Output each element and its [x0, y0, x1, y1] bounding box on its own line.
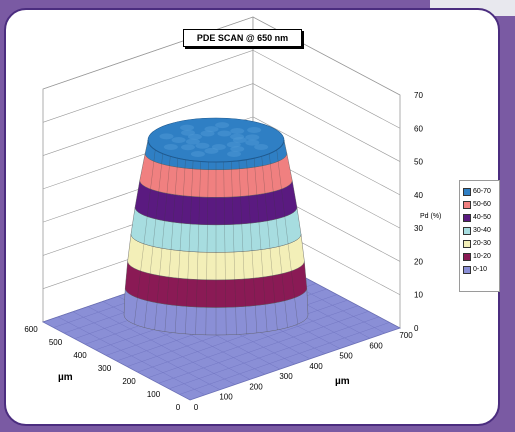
y-axis-label: µm	[58, 372, 73, 383]
z-tick-label: 70	[414, 91, 423, 100]
legend-label: 0-10	[473, 266, 488, 273]
legend-item: 60-70	[463, 185, 496, 198]
legend-item: 0-10	[463, 263, 496, 276]
surface-plot	[123, 117, 309, 336]
legend-swatch	[463, 226, 471, 235]
gridline	[252, 50, 401, 129]
cap-bump	[181, 144, 196, 151]
legend-item: 30-40	[463, 224, 496, 237]
x-tick-label: 100	[219, 393, 233, 402]
legend-label: 10-20	[473, 253, 491, 260]
y-tick-label: 200	[122, 377, 136, 386]
legend-swatch	[463, 252, 471, 261]
cap-bump	[245, 139, 260, 146]
surface-mesh-line	[164, 153, 179, 332]
legend-swatch	[463, 265, 471, 274]
legend: 60-70 50-60 40-50 30-40 20-30 10-20 0-10	[459, 180, 500, 292]
gridline	[42, 50, 254, 123]
surface-mesh-line	[230, 155, 237, 335]
surface-mesh-line	[238, 155, 247, 334]
x-tick-label: 300	[279, 372, 293, 381]
cap-bump	[190, 151, 205, 158]
z-axis-ticks: 0 10 20 30 40 50 60 70	[414, 91, 423, 333]
surface-mesh-line	[276, 147, 298, 325]
surface-mesh-line	[223, 155, 227, 335]
x-tick-label: 600	[369, 341, 383, 350]
x-axis-label: µm	[335, 376, 350, 387]
x-tick-label: 400	[309, 362, 323, 371]
y-tick-label: 300	[98, 364, 112, 373]
surface-mesh-line	[261, 151, 278, 330]
chart-title: PDE SCAN @ 650 nm	[183, 29, 302, 47]
cap-bump	[171, 137, 186, 143]
cap-bump	[227, 151, 242, 158]
cap-bump	[254, 143, 269, 150]
surface-mesh-line	[253, 153, 268, 332]
legend-label: 40-50	[473, 214, 491, 221]
cap-bump	[185, 138, 200, 145]
surface-mesh-line	[174, 154, 186, 333]
x-tick-label: 500	[339, 352, 353, 361]
z-tick-label: 0	[414, 324, 419, 333]
cap-bump	[204, 126, 219, 133]
legend-label: 50-60	[473, 201, 491, 208]
cap-bump	[230, 146, 245, 153]
surface-mesh-line	[246, 154, 258, 333]
surface-mesh-line	[268, 150, 288, 328]
cap-bump	[230, 133, 245, 140]
y-tick-label: 100	[147, 390, 161, 399]
legend-label: 20-30	[473, 240, 491, 247]
legend-item: 10-20	[463, 250, 496, 263]
z-tick-label: 40	[414, 191, 423, 200]
cap-bump	[180, 124, 195, 131]
legend-swatch	[463, 200, 471, 209]
z-tick-label: 20	[414, 257, 423, 266]
z-tick-label: 10	[414, 291, 423, 300]
x-tick-label: 0	[194, 403, 199, 412]
cap-bump	[195, 142, 210, 149]
cap-bump	[247, 127, 262, 134]
z-tick-label: 60	[414, 124, 423, 133]
legend-label: 60-70	[473, 188, 491, 195]
y-tick-label: 400	[73, 351, 87, 360]
x-tick-label: 700	[399, 331, 413, 340]
surface-mesh-line	[144, 150, 164, 328]
cap-bump	[159, 133, 174, 140]
legend-swatch	[463, 213, 471, 222]
legend-swatch	[463, 187, 471, 196]
cap-edge	[147, 139, 285, 163]
x-tick-label: 200	[249, 382, 263, 391]
x-axis-ticks: 0 100 200 300 400 500 600 700	[194, 331, 413, 412]
cap-bump	[181, 129, 196, 136]
y-tick-label: 0	[176, 403, 181, 412]
cap-bump	[215, 122, 230, 129]
cap-bump	[245, 134, 260, 141]
legend-swatch	[463, 239, 471, 248]
surface-mesh-line	[154, 151, 171, 330]
cap-bump	[163, 143, 178, 150]
z-axis-label: Pd (%)	[420, 213, 441, 220]
y-tick-label: 600	[24, 325, 38, 334]
cap-bump	[217, 130, 232, 137]
surface-mesh-line	[134, 147, 156, 325]
z-tick-label: 30	[414, 224, 423, 233]
legend-label: 30-40	[473, 227, 491, 234]
cap-bump	[230, 127, 245, 134]
y-axis-ticks: 0 100 200 300 400 500 600	[24, 325, 180, 412]
gridline	[252, 83, 401, 162]
y-tick-label: 500	[49, 338, 63, 347]
surface-mesh-line	[205, 155, 209, 335]
surface-mesh-line	[185, 155, 194, 334]
z-tick-label: 50	[414, 158, 423, 167]
legend-item: 20-30	[463, 237, 496, 250]
legend-item: 50-60	[463, 198, 496, 211]
cap-bump	[204, 147, 219, 154]
legend-item: 40-50	[463, 211, 496, 224]
surface-mesh-line	[195, 155, 202, 335]
gridline	[252, 116, 401, 196]
gridline	[42, 83, 254, 156]
